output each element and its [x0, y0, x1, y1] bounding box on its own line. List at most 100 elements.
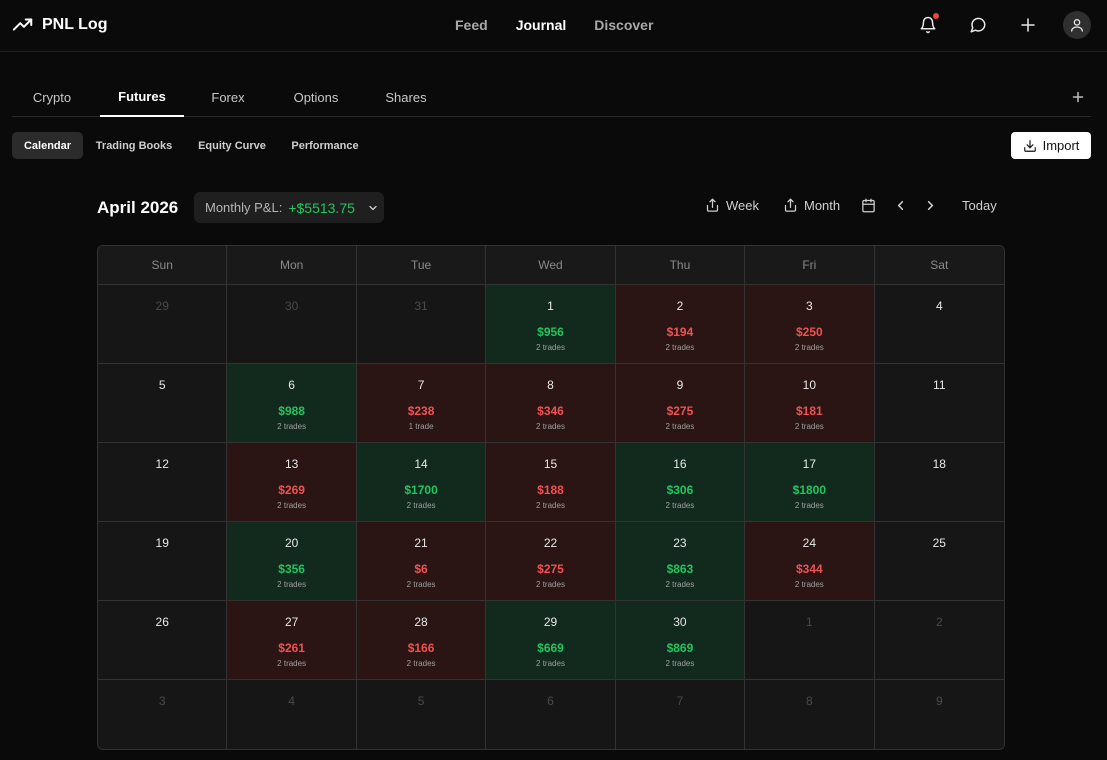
weekday-label: Sun — [98, 246, 228, 284]
calendar-day[interactable]: 13 $269 2 trades — [227, 443, 357, 522]
day-number: 3 — [158, 694, 166, 708]
calendar-day[interactable]: 30 $869 2 trades — [615, 601, 746, 680]
calendar-day[interactable]: 21 $6 2 trades — [356, 522, 487, 601]
calendar-day[interactable]: 5 — [356, 680, 487, 749]
create-button[interactable] — [1013, 10, 1043, 40]
app-title: PNL Log — [42, 16, 108, 33]
week-label: Week — [726, 198, 759, 213]
calendar-day[interactable]: 2 $194 2 trades — [615, 285, 746, 364]
monthly-pnl-label: Monthly P&L: — [205, 200, 283, 215]
calendar-day[interactable]: 7 — [615, 680, 746, 749]
tab-equity-curve[interactable]: Equity Curve — [198, 139, 266, 152]
day-number: 31 — [414, 299, 428, 313]
calendar-day[interactable]: 7 $238 1 trade — [356, 364, 487, 443]
tab-options[interactable]: Options — [293, 90, 339, 105]
calendar-day[interactable]: 14 $1700 2 trades — [356, 443, 487, 522]
day-number: 20 — [284, 536, 299, 550]
calendar-icon — [862, 198, 875, 213]
calendar-day[interactable]: 18 — [874, 443, 1004, 522]
prev-month-button[interactable] — [893, 198, 908, 213]
calendar-day[interactable]: 4 — [874, 285, 1004, 364]
avatar[interactable] — [1063, 11, 1091, 39]
calendar-day[interactable]: 26 — [98, 601, 228, 680]
trending-up-icon — [12, 18, 33, 31]
calendar-day[interactable]: 17 $1800 2 trades — [745, 443, 875, 522]
calendar-day[interactable]: 30 — [227, 285, 357, 364]
share-month-button[interactable]: Month — [783, 198, 840, 213]
calendar-day[interactable]: 1 $956 2 trades — [486, 285, 616, 364]
import-button[interactable]: Import — [1011, 132, 1091, 159]
calendar-day[interactable]: 4 — [227, 680, 357, 749]
calendar-day[interactable]: 24 $344 2 trades — [745, 522, 875, 601]
calendar-day[interactable]: 15 $188 2 trades — [486, 443, 616, 522]
tab-futures[interactable]: Futures — [100, 78, 184, 117]
weekday-label: Thu — [615, 246, 746, 284]
calendar-day[interactable]: 6 — [486, 680, 616, 749]
day-trade-count: 2 trades — [794, 422, 824, 431]
day-trade-count: 2 trades — [406, 580, 436, 589]
tab-trading-books[interactable]: Trading Books — [95, 139, 173, 152]
messages-button[interactable] — [963, 10, 993, 40]
weekday-header: Sun Mon Tue Wed Thu Fri Sat — [98, 246, 1004, 285]
day-number: 30 — [673, 615, 687, 629]
calendar-day[interactable]: 3 $250 2 trades — [745, 285, 875, 364]
monthly-pnl-dropdown[interactable]: Monthly P&L: +$5513.75 — [194, 192, 384, 223]
today-button[interactable]: Today — [962, 198, 997, 213]
share-week-button[interactable]: Week — [705, 198, 759, 213]
calendar-day[interactable]: 6 $988 2 trades — [227, 364, 357, 443]
tab-forex[interactable]: Forex — [211, 90, 245, 105]
tab-crypto[interactable]: Crypto — [32, 90, 72, 105]
calendar-day[interactable]: 10 $181 2 trades — [745, 364, 875, 443]
day-number: 6 — [547, 694, 554, 708]
notifications-button[interactable] — [913, 10, 943, 40]
calendar-day[interactable]: 8 — [745, 680, 875, 749]
day-number: 14 — [414, 457, 428, 471]
day-number: 16 — [673, 457, 687, 471]
calendar-day[interactable]: 23 $863 2 trades — [615, 522, 746, 601]
calendar-day[interactable]: 5 — [98, 364, 228, 443]
calendar-day[interactable]: 22 $275 2 trades — [486, 522, 616, 601]
calendar-day[interactable]: 9 — [874, 680, 1004, 749]
day-trade-count: 2 trades — [665, 580, 695, 589]
calendar-day[interactable]: 29 $669 2 trades — [486, 601, 616, 680]
day-number: 25 — [932, 536, 946, 550]
calendar-day[interactable]: 25 — [874, 522, 1004, 601]
brand[interactable]: PNL Log — [12, 14, 107, 36]
calendar-day[interactable]: 29 — [98, 285, 228, 364]
user-icon — [1071, 19, 1083, 32]
top-actions — [913, 10, 1091, 40]
nav-feed[interactable]: Feed — [455, 17, 488, 33]
day-trade-count: 2 trades — [406, 501, 436, 510]
day-pnl: $275 — [537, 562, 564, 576]
tab-performance[interactable]: Performance — [291, 139, 359, 152]
calendar-day[interactable]: 1 — [745, 601, 875, 680]
calendar-day[interactable]: 31 — [356, 285, 487, 364]
download-icon — [1023, 139, 1036, 152]
date-picker-button[interactable] — [861, 198, 876, 213]
day-trade-count: 2 trades — [536, 343, 565, 352]
calendar-day[interactable]: 2 — [874, 601, 1004, 680]
calendar-day[interactable]: 19 — [98, 522, 228, 601]
day-pnl: $869 — [666, 641, 694, 655]
tab-calendar[interactable]: Calendar — [12, 132, 83, 159]
day-pnl: $250 — [796, 325, 823, 339]
calendar-day[interactable]: 11 — [874, 364, 1004, 443]
nav-journal[interactable]: Journal — [515, 17, 567, 33]
nav-discover[interactable]: Discover — [594, 17, 654, 33]
calendar-day[interactable]: 8 $346 2 trades — [486, 364, 616, 443]
calendar-day[interactable]: 9 $275 2 trades — [615, 364, 746, 443]
calendar-day[interactable]: 27 $261 2 trades — [227, 601, 357, 680]
next-month-button[interactable] — [923, 198, 938, 213]
add-tab-icon[interactable] — [1069, 88, 1087, 106]
calendar-day[interactable]: 16 $306 2 trades — [615, 443, 746, 522]
tab-shares[interactable]: Shares — [385, 90, 427, 105]
day-pnl: $194 — [666, 325, 694, 339]
day-number: 2 — [935, 615, 943, 629]
calendar-day[interactable]: 28 $166 2 trades — [356, 601, 487, 680]
day-pnl: $275 — [666, 404, 694, 418]
calendar-day[interactable]: 3 — [98, 680, 228, 749]
share-icon — [706, 198, 719, 212]
calendar-day[interactable]: 12 — [98, 443, 228, 522]
calendar-day[interactable]: 20 $356 2 trades — [227, 522, 357, 601]
share-icon — [784, 198, 797, 212]
